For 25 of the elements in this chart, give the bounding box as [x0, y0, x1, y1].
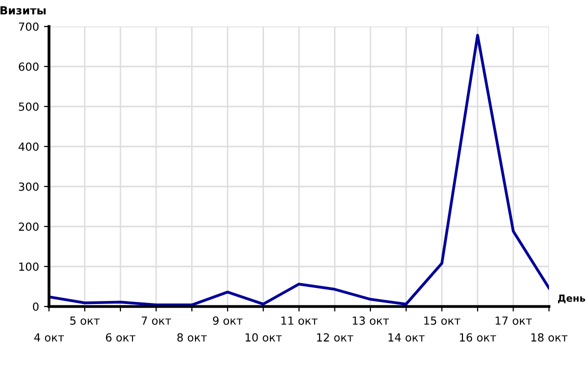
x-tick-label: 12 окт: [317, 333, 354, 342]
x-tick-label: 13 окт: [352, 316, 389, 325]
y-tick-label: 700: [18, 22, 39, 31]
x-tick-label: 9 окт: [212, 316, 243, 325]
x-tick-label: 17 окт: [496, 316, 532, 325]
y-tick-label: 300: [18, 182, 39, 191]
x-tick-label: 18 окт: [531, 333, 568, 342]
y-tick-label: 100: [19, 262, 39, 271]
x-tick-label: 15 окт: [424, 316, 460, 325]
x-tick-label: 4 окт: [34, 333, 64, 342]
y-tick-label: 500: [18, 102, 39, 111]
y-tick-label: 400: [18, 142, 39, 151]
x-tick-label: 10 окт: [246, 333, 282, 342]
x-tick-label: 5 окт: [70, 316, 100, 325]
x-tick-label: 7 окт: [142, 316, 172, 325]
x-tick-label: 11 окт: [281, 316, 318, 325]
x-tick-label: 16 окт: [460, 333, 496, 342]
y-tick-label: 200: [18, 222, 39, 231]
x-tick-label: 8 окт: [177, 333, 207, 342]
y-tick-label: 0: [32, 302, 39, 311]
x-tick-label: 14 окт: [388, 333, 425, 342]
y-tick-label: 600: [18, 62, 39, 71]
x-tick-label: 6 окт: [106, 333, 136, 342]
x-axis-title: День: [558, 294, 586, 304]
y-axis-title: Визиты: [0, 6, 46, 15]
